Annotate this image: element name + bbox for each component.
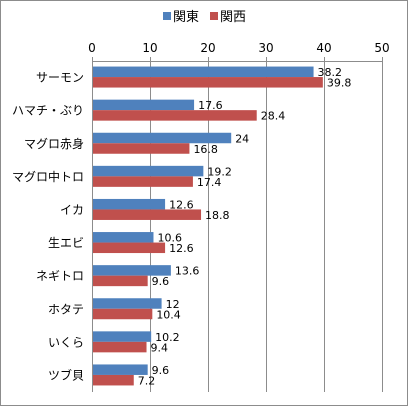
data-label: 10.2: [155, 331, 180, 344]
bar-kanto: [93, 99, 195, 111]
x-tick-label: 40: [316, 41, 331, 55]
bar-kanto: [93, 331, 152, 342]
data-label: 13.6: [175, 265, 200, 278]
legend-swatch-kansai: [210, 12, 218, 20]
category-label: ネギトロ: [36, 269, 84, 283]
data-label: 17.6: [198, 99, 223, 112]
category-label: いくら: [48, 335, 84, 349]
data-label: 18.8: [205, 209, 230, 222]
category-label: 生エビ: [48, 236, 84, 250]
data-label: 12: [166, 298, 180, 311]
x-tick-label: 0: [88, 41, 96, 55]
bar-kansai: [93, 110, 257, 121]
data-label: 17.4: [197, 176, 222, 189]
bar-kansai: [93, 77, 323, 88]
category-label: ホタテ: [48, 302, 84, 316]
bar-kanto: [93, 265, 171, 276]
bar-kansai: [93, 209, 202, 220]
x-tick-label: 10: [142, 41, 157, 55]
category-label: ツブ貝: [48, 367, 84, 382]
category-label: イカ: [60, 203, 84, 217]
data-label: 38.2: [318, 66, 343, 79]
bar-kanto: [93, 364, 148, 375]
data-label: 10.4: [156, 308, 181, 321]
data-label: 9.6: [152, 364, 170, 377]
bar-kansai: [93, 308, 153, 320]
x-tick-label: 30: [258, 41, 273, 55]
x-tick-label: 50: [374, 41, 389, 55]
bar-kansai: [93, 143, 190, 154]
data-label: 9.4: [151, 341, 169, 354]
data-labels: 38.239.817.628.42416.819.217.412.618.810…: [138, 66, 352, 387]
data-label: 16.8: [193, 143, 218, 156]
data-label: 39.8: [327, 77, 352, 90]
data-label: 7.2: [138, 374, 156, 387]
x-tick-label: 20: [200, 41, 215, 55]
bar-kansai: [93, 341, 147, 353]
legend-swatch-kanto: [163, 12, 171, 20]
bar-kanto: [93, 165, 204, 177]
bar-kansai: [93, 242, 166, 254]
legend-label-kansai: 関西: [220, 10, 246, 25]
bar-kanto: [93, 132, 232, 144]
data-label: 12.6: [169, 198, 194, 211]
bar-kanto: [93, 298, 162, 309]
x-axis-ticks: 0 10 20 30 40 50: [88, 41, 390, 61]
data-label: 24: [235, 132, 249, 145]
category-label: マグロ中トロ: [12, 169, 84, 184]
data-label: 19.2: [207, 165, 232, 178]
category-label: サーモン: [36, 71, 84, 85]
data-label: 9.6: [152, 275, 170, 288]
legend: 関東 関西: [163, 9, 246, 25]
legend-label-kanto: 関東: [173, 9, 199, 25]
bars: [93, 66, 323, 386]
data-label: 10.6: [157, 232, 182, 245]
bar-kansai: [93, 176, 193, 187]
data-label: 12.6: [169, 242, 194, 255]
category-label: ハマチ・ぶり: [12, 104, 84, 118]
bar-kanto: [93, 66, 314, 78]
bar-kansai: [93, 374, 134, 386]
bar-kansai: [93, 275, 148, 287]
bar-kanto: [93, 198, 166, 210]
category-label: マグロ赤身: [24, 136, 84, 151]
bar-kanto: [93, 232, 154, 243]
data-label: 28.4: [261, 110, 286, 123]
